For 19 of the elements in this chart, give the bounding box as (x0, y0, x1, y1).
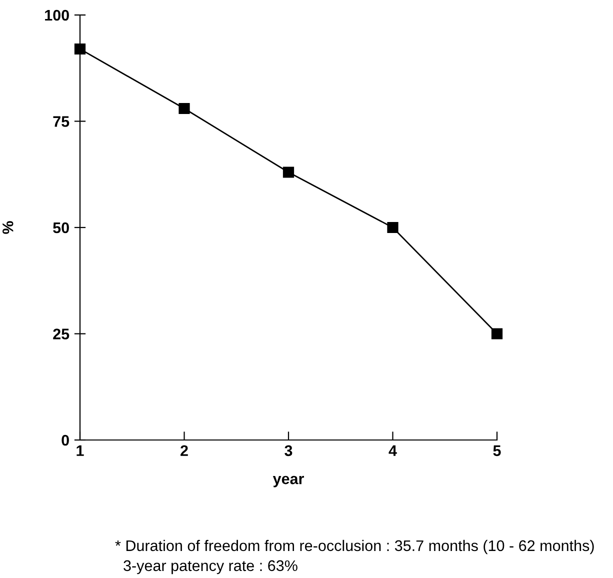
x-tick-label: 1 (76, 445, 84, 456)
y-tick-label: 100 (45, 10, 69, 21)
point (491, 328, 503, 340)
y-tick-label: 50 (53, 222, 69, 234)
text: * Duration of freedom from re-occlusion : 35.7 months (10 - 62 months) (115, 540, 594, 554)
x-tick-label: 4 (388, 445, 397, 456)
y-tick-label: 0 (62, 434, 69, 446)
y-axis-title: % (2, 221, 14, 234)
x-tick-label: 5 (493, 445, 501, 456)
x-tick-label: 2 (180, 445, 188, 456)
x-tick-label: 3 (284, 445, 292, 456)
y-tick-label: 25 (53, 328, 70, 340)
point (74, 43, 86, 55)
x-axis-title: year (272, 476, 304, 488)
point (387, 222, 398, 234)
y-tick-label: 75 (53, 116, 70, 127)
point (178, 102, 190, 114)
text: 3-year patency rate : 63% (124, 560, 298, 574)
point (282, 166, 294, 178)
